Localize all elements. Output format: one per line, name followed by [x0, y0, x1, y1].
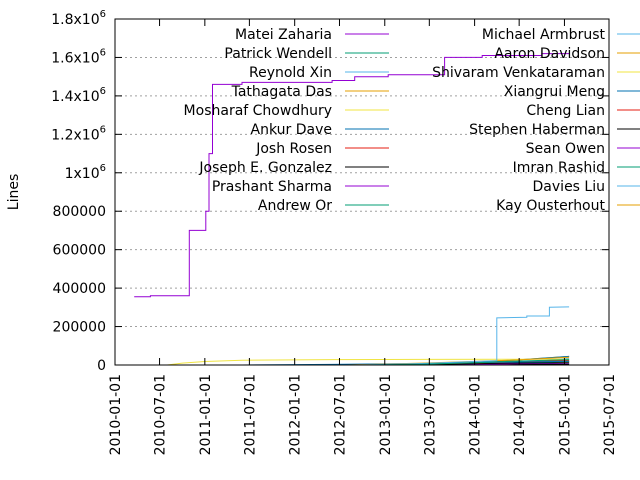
legend-label: Josh Rosen [255, 141, 332, 157]
y-axis-label: Lines [6, 174, 22, 210]
x-tick-label: 2015-07-01 [602, 374, 618, 455]
x-tick-label: 2015-01-01 [557, 374, 573, 455]
x-tick-label: 2012-01-01 [288, 374, 304, 455]
legend-label: Davies Liu [533, 179, 605, 195]
series-line [134, 53, 570, 298]
legend-label: Aaron Davidson [494, 46, 605, 62]
y-tick-label: 1.4x106 [51, 86, 106, 105]
legend-label: Sean Owen [526, 141, 605, 157]
legend-label: Cheng Lian [526, 103, 605, 119]
x-tick-label: 2010-01-01 [108, 374, 124, 455]
series-line [354, 306, 570, 366]
legend-label: Andrew Or [258, 198, 332, 214]
legend-label: Michael Armbrust [482, 27, 606, 43]
y-tick-label: 1.6x106 [51, 47, 106, 66]
legend-label: Imran Rashid [513, 160, 605, 176]
y-axis-ticks: 0 200000 400000 600000 800000 1x106 1.2x106 1.4… [51, 9, 609, 374]
legend-label: Ankur Dave [251, 122, 332, 138]
y-tick-label: 600000 [53, 243, 106, 259]
legend-label: Reynold Xin [249, 65, 332, 81]
x-tick-label: 2014-07-01 [512, 374, 528, 455]
x-axis-ticks: 2010-01-01 2010-07-01 2011-01-01 2011-07-01… [108, 19, 618, 455]
plot-frame [114, 18, 610, 366]
legend-label: Tathagata Das [231, 84, 332, 100]
x-tick-label: 2012-07-01 [332, 374, 348, 455]
legend-label: Stephen Haberman [469, 122, 605, 138]
legend-label: Mosharaf Chowdhury [184, 103, 332, 119]
legend: Matei Zaharia Patrick Wendell Reynold Xin T… [184, 27, 640, 214]
x-tick-label: 2013-07-01 [422, 374, 438, 455]
y-tick-label: 800000 [53, 204, 106, 220]
y-tick-label: 200000 [53, 320, 106, 336]
gridlines [115, 56, 609, 328]
y-tick-label: 1.2x106 [51, 124, 106, 143]
legend-label: Kay Ousterhout [496, 198, 605, 214]
legend-label: Joseph E. Gonzalez [198, 160, 332, 176]
legend-label: Prashant Sharma [212, 179, 332, 195]
x-tick-label: 2011-01-01 [198, 374, 214, 455]
x-tick-label: 2013-01-01 [378, 374, 394, 455]
legend-label: Shivaram Venkataraman [432, 65, 605, 81]
y-tick-label: 400000 [53, 281, 106, 297]
y-tick-label: 0 [97, 358, 106, 374]
y-tick-label: 1.8x106 [51, 9, 106, 28]
y-tick-label: 1x106 [65, 163, 106, 182]
x-tick-label: 2010-07-01 [153, 374, 169, 455]
legend-label: Patrick Wendell [224, 46, 332, 62]
x-tick-label: 2014-01-01 [468, 374, 484, 455]
legend-label: Matei Zaharia [235, 27, 332, 43]
x-tick-label: 2011-07-01 [242, 374, 258, 455]
legend-label: Xiangrui Meng [504, 84, 605, 100]
